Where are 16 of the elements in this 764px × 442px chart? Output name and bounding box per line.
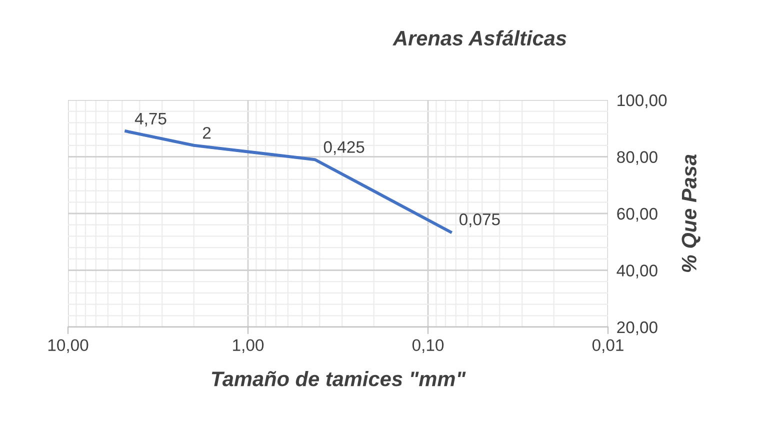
y-tick-label: 60,00: [617, 208, 658, 222]
annotation: 0,425: [324, 141, 364, 155]
x-axis-title: Tamaño de tamices "mm": [212, 371, 466, 386]
annotation: 4,75: [134, 112, 166, 127]
annotation: 0,075: [459, 214, 500, 228]
y-tick-label: 100,00: [618, 94, 667, 108]
chart-title: Arenas Asfálticas: [392, 30, 566, 46]
x-tick-label: 0,10: [412, 339, 444, 354]
x-tick-label: 0,01: [592, 339, 624, 354]
y-axis-title: % Que Pasa: [682, 154, 700, 272]
annotation: 2: [202, 126, 211, 139]
x-tick-label: 10,00: [48, 339, 88, 354]
x-tick-label: 1,00: [233, 339, 264, 354]
y-tick-label: 20,00: [617, 321, 658, 336]
y-tick-label: 80,00: [617, 151, 658, 165]
y-tick-label: 40,00: [616, 264, 658, 278]
